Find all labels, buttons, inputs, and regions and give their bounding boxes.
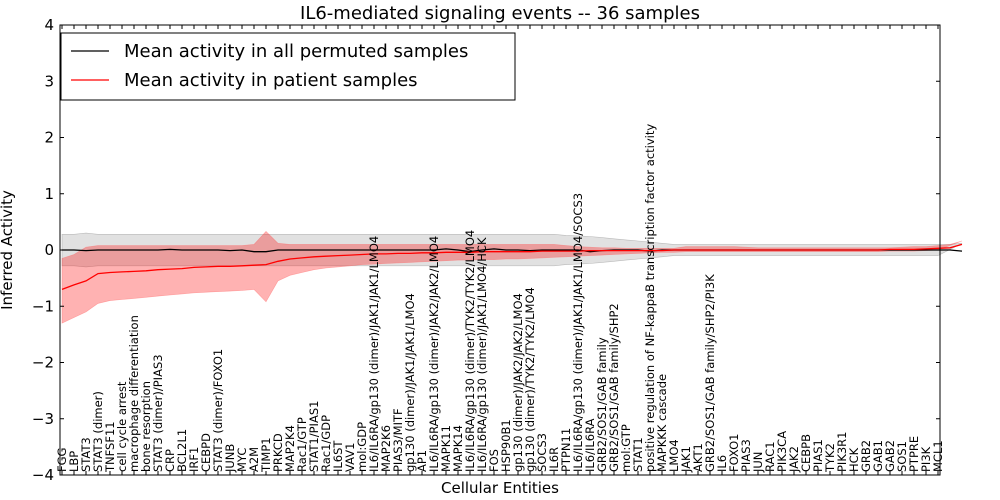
- x-category-label: gp130 (dimer)/JAK2/JAK2/LMO4: [511, 293, 525, 472]
- y-tick-label: 4: [44, 16, 54, 34]
- x-category-label: CRP: [163, 449, 177, 472]
- x-category-label: STAT3 (dimer)/FOXO1: [211, 349, 225, 472]
- x-category-label: MAPKKK cascade: [655, 374, 669, 472]
- x-category-label: JUN: [751, 452, 765, 473]
- y-axis-ticks: −4 −3 −2 −1 0 1 2 3 4: [32, 16, 940, 484]
- x-category-label: IRF1: [187, 447, 201, 472]
- x-category-label: A2M: [247, 447, 261, 472]
- x-category-label: mol:GDP: [355, 422, 369, 472]
- x-category-label: TIMP1: [259, 437, 273, 473]
- x-category-label: bone resorption: [139, 381, 153, 472]
- x-category-label: HSP90B1: [499, 419, 513, 472]
- line-patient-mean: [61, 243, 963, 291]
- y-tick-label: 0: [44, 241, 54, 259]
- x-category-label: VAV1: [343, 443, 357, 472]
- x-category-label: FOS: [487, 449, 501, 472]
- x-category-label: JUNB: [223, 444, 237, 473]
- x-category-label: IL6/IL6RA/gp130 (dimer)/JAK1/LMO4/HCK: [475, 237, 489, 472]
- x-category-label: IL6R: [547, 447, 561, 472]
- x-category-label: positive regulation of NF-kappaB transcr…: [643, 124, 657, 472]
- x-category-label: GRB2/SOS1/GAB family/SHP2/PI3K: [703, 274, 717, 472]
- x-category-label: PIK3CA: [775, 431, 789, 472]
- x-category-label: HCK: [847, 447, 861, 472]
- x-category-label: IL6/IL6RA: [583, 418, 597, 472]
- x-category-label: IL6ST: [331, 440, 345, 472]
- x-category-label: MYC: [235, 448, 249, 472]
- x-category-label: Rac1/GDP: [319, 415, 333, 472]
- x-category-label: GAB1: [871, 440, 885, 472]
- y-tick-label: 3: [44, 72, 54, 90]
- x-category-label: IL6/IL6RA/gp130 (dimer)/JAK1/JAK1/LMO4: [367, 236, 381, 472]
- x-category-label: GAB2: [883, 440, 897, 472]
- legend-box: [60, 32, 516, 101]
- x-category-label: JAK2: [787, 446, 801, 473]
- legend: Mean activity in all permuted samples Me…: [60, 32, 516, 101]
- x-category-label: SOS1: [895, 441, 909, 472]
- x-category-label: MAPK11: [439, 425, 453, 472]
- x-category-label: IL6/IL6RA/gp130 (dimer)/JAK2/JAK2/LMO4: [427, 236, 441, 472]
- x-category-label: LBP: [67, 451, 81, 472]
- x-category-label: PI3K: [919, 446, 933, 472]
- y-tick-label: −2: [32, 354, 54, 372]
- x-category-label: AP1: [415, 450, 429, 472]
- x-category-label: IL6: [715, 455, 729, 472]
- x-category-label: AKT1: [691, 443, 705, 472]
- x-category-label: RAC1: [763, 441, 777, 472]
- x-category-label: MAP2K6: [379, 425, 393, 472]
- y-axis-title: Inferred Activity: [0, 190, 16, 310]
- y-tick-label: 2: [44, 129, 54, 147]
- plot-frame: [59, 24, 941, 476]
- x-category-label: STAT3: [79, 437, 93, 472]
- x-category-label: gp130 (dimer)/TYK2/TYK2/LMO4: [523, 287, 537, 472]
- x-category-label: PIAS3/MITF: [391, 408, 405, 472]
- x-category-label: GRB2/SOS1/GAB family: [595, 337, 609, 472]
- x-category-label: STAT1/PIAS1: [307, 401, 321, 472]
- x-category-label: FOXO1: [727, 434, 741, 472]
- x-category-label: GRB2: [859, 440, 873, 472]
- y-tick-label: −3: [32, 410, 54, 428]
- x-category-label: PIAS1: [811, 439, 825, 472]
- x-category-label: PIK3R1: [835, 432, 849, 473]
- x-category-label: STAT3 (dimer)/PIAS3: [151, 354, 165, 472]
- series-lines: [61, 243, 963, 291]
- legend-label-patient: Mean activity in patient samples: [124, 70, 418, 91]
- x-category-label: MCL1: [931, 440, 945, 472]
- x-category-label: cell cycle arrest: [115, 381, 129, 472]
- x-category-label: PIAS3: [739, 439, 753, 472]
- x-category-label: IL6/IL6RA/gp130 (dimer)/JAK1/JAK1/LMO4/S…: [571, 193, 585, 472]
- x-category-label: MAPK14: [451, 425, 465, 472]
- x-category-label: CEBPD: [199, 433, 213, 472]
- x-category-label: MAP2K4: [283, 425, 297, 472]
- y-tick-label: 1: [44, 185, 54, 203]
- x-category-label: SOCS3: [535, 433, 549, 472]
- y-tick-label: −1: [32, 297, 54, 315]
- x-category-label: TYK2: [823, 443, 837, 473]
- x-category-label: gp130 (dimer)/JAK1/JAK1/LMO4: [403, 293, 417, 472]
- x-category-label: PTPN11: [559, 428, 573, 472]
- band-patient: [61, 230, 963, 324]
- x-category-label: JAK1: [679, 446, 693, 473]
- x-axis-title: Cellular Entities: [441, 479, 559, 497]
- x-category-label: FGG: [55, 448, 69, 472]
- y-tick-label: −4: [32, 466, 54, 484]
- x-category-label: mol:GTP: [619, 424, 633, 472]
- x-category-label: GRB2/SOS1/GAB family/SHP2: [607, 303, 621, 472]
- x-category-label: BCL2L1: [175, 429, 189, 472]
- legend-label-permuted: Mean activity in all permuted samples: [124, 41, 468, 62]
- x-category-label: CEBPB: [799, 434, 813, 472]
- x-category-label: macrophage differentiation: [127, 315, 141, 472]
- x-category-label: STAT1: [631, 437, 645, 472]
- x-category-label: PTPRE: [907, 436, 921, 472]
- chart-title: IL6-mediated signaling events -- 36 samp…: [300, 3, 700, 24]
- x-category-label: PRKCD: [271, 433, 285, 472]
- x-category-label: LMO4: [667, 439, 681, 472]
- x-category-label: STAT3 (dimer): [91, 391, 105, 472]
- x-category-label: Rac1/GTP: [295, 417, 309, 472]
- x-category-label: IL6/IL6RA/gp130 (dimer)/TYK2/TYK2/LMO4: [463, 230, 477, 472]
- x-category-label: TNFSF11: [103, 421, 117, 473]
